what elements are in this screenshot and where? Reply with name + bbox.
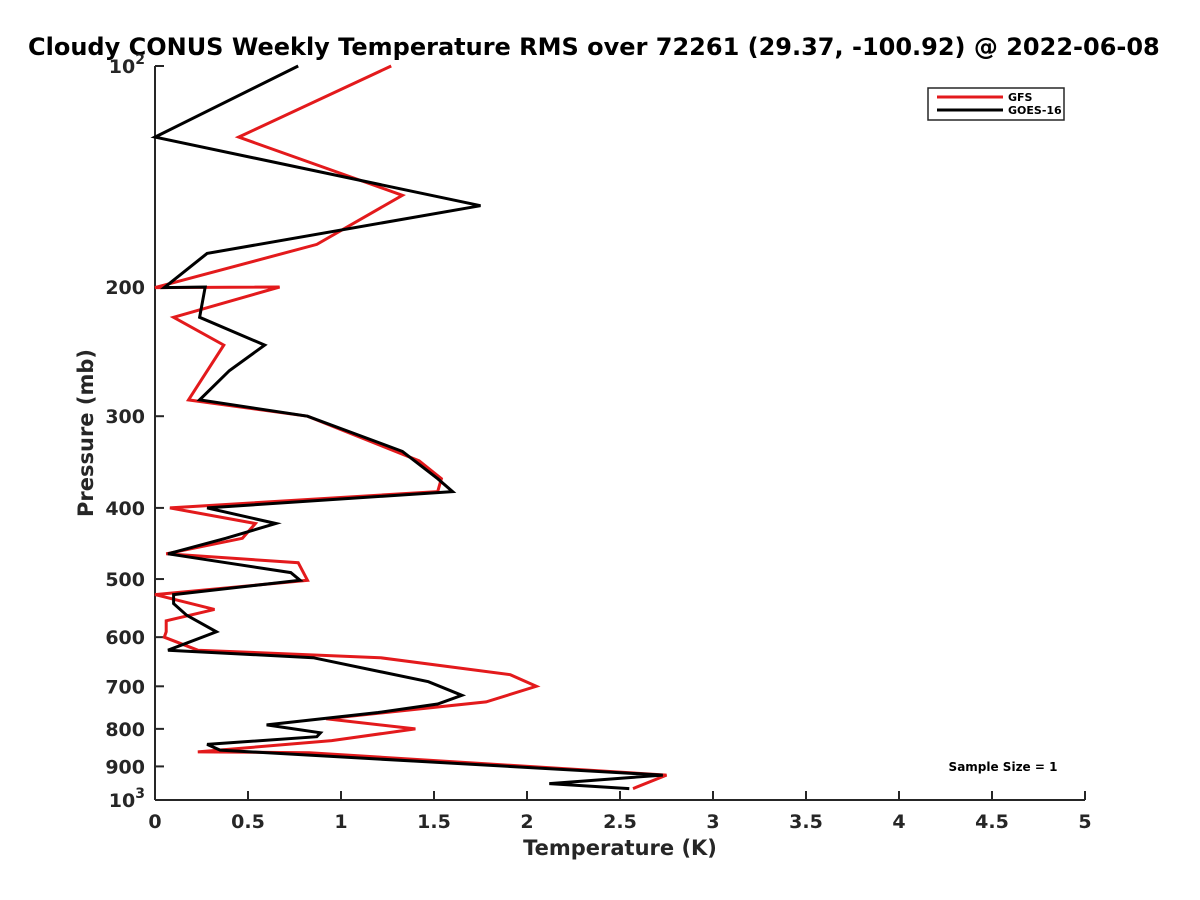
- x-tick-label: 0: [148, 811, 161, 833]
- y-tick-label: 400: [105, 498, 145, 520]
- sample-size-annotation: Sample Size = 1: [949, 760, 1058, 774]
- x-tick-label: 2.5: [603, 811, 637, 833]
- y-tick-label: 900: [105, 756, 145, 778]
- y-tick-label: 102: [109, 52, 145, 78]
- x-tick-label: 1.5: [417, 811, 451, 833]
- y-tick-label: 103: [109, 786, 145, 812]
- y-tick-label: 700: [105, 676, 145, 698]
- x-tick-label: 0.5: [231, 811, 265, 833]
- x-tick-label: 4: [892, 811, 905, 833]
- x-tick-label: 3: [706, 811, 719, 833]
- series-line-gfs: [154, 64, 668, 790]
- legend-label: GOES-16: [1008, 104, 1062, 117]
- y-axis-label: Pressure (mb): [74, 349, 98, 517]
- plot-area: 0 0.5 1 1.5 2 2.5 3 3.5 4 4.5 5 102 200 300 400 500 600 7…: [105, 52, 1091, 833]
- y-tick-label: 500: [105, 569, 145, 591]
- y-tick-label: 800: [105, 719, 145, 741]
- x-axis-label: Temperature (K): [523, 836, 717, 860]
- x-tick-label: 5: [1078, 811, 1091, 833]
- chart-title: Cloudy CONUS Weekly Temperature RMS over…: [28, 33, 1160, 61]
- x-tick-label: 3.5: [789, 811, 823, 833]
- series-line-goes-16: [150, 64, 663, 791]
- legend-box: [927, 87, 1065, 121]
- x-tick-label: 4.5: [975, 811, 1009, 833]
- legend-label: GFS: [1008, 91, 1033, 104]
- y-tick-label: 600: [105, 627, 145, 649]
- y-tick-label: 300: [105, 406, 145, 428]
- x-tick-label: 2: [520, 811, 533, 833]
- y-tick-label: 200: [105, 277, 145, 299]
- x-tick-label: 1: [334, 811, 347, 833]
